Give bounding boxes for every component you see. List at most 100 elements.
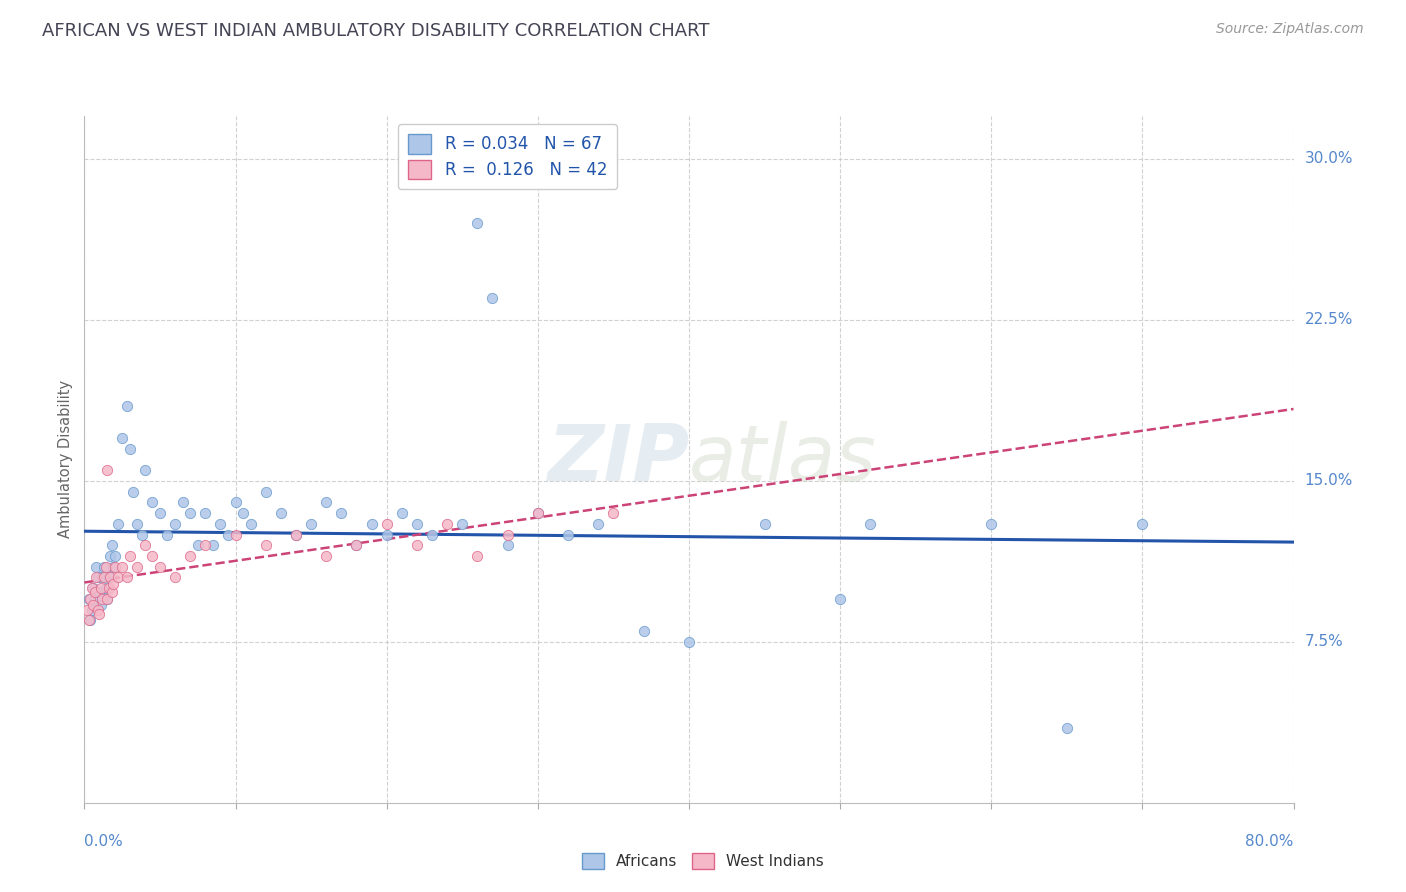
Point [451, 516, 474, 531]
Point [84, 585, 107, 599]
Point [299, 516, 322, 531]
Text: 30.0%: 30.0% [1305, 152, 1353, 167]
Point [91, 591, 114, 606]
Point [134, 463, 156, 477]
Point [87, 602, 110, 616]
Text: 15.0%: 15.0% [1305, 474, 1353, 488]
Point [149, 559, 172, 574]
Point [346, 538, 368, 552]
Point [82, 581, 104, 595]
Point [239, 516, 262, 531]
Point [830, 591, 852, 606]
Point [209, 516, 232, 531]
Point [156, 527, 179, 541]
Point [602, 506, 624, 520]
Point [284, 527, 308, 541]
Point [270, 506, 292, 520]
Point [141, 495, 163, 509]
Text: 80.0%: 80.0% [1246, 834, 1294, 849]
Point [84, 591, 107, 606]
Point [141, 549, 163, 563]
Point [82, 599, 104, 613]
Point [96, 591, 118, 606]
Text: 0.0%: 0.0% [84, 834, 124, 849]
Point [111, 559, 134, 574]
Point [467, 216, 489, 230]
Point [557, 527, 579, 541]
Point [225, 495, 247, 509]
Point [127, 516, 149, 531]
Point [79, 613, 101, 627]
Point [179, 549, 201, 563]
Point [678, 635, 700, 649]
Point [89, 607, 111, 621]
Point [131, 527, 153, 541]
Point [115, 570, 138, 584]
Point [100, 585, 122, 599]
Text: atlas: atlas [689, 421, 877, 498]
Point [96, 463, 118, 477]
Point [859, 516, 882, 531]
Point [1130, 516, 1153, 531]
Point [90, 581, 112, 595]
Point [315, 495, 337, 509]
Point [134, 538, 156, 552]
Point [467, 549, 489, 563]
Point [98, 570, 121, 584]
Point [77, 613, 100, 627]
Text: Source: ZipAtlas.com: Source: ZipAtlas.com [1216, 22, 1364, 37]
Point [89, 585, 111, 599]
Point [94, 559, 117, 574]
Point [127, 559, 149, 574]
Point [90, 599, 112, 613]
Legend: R = 0.034   N = 67, R =  0.126   N = 42: R = 0.034 N = 67, R = 0.126 N = 42 [398, 124, 617, 189]
Point [406, 538, 429, 552]
Text: AFRICAN VS WEST INDIAN AMBULATORY DISABILITY CORRELATION CHART: AFRICAN VS WEST INDIAN AMBULATORY DISABI… [42, 22, 710, 40]
Point [527, 506, 550, 520]
Point [80, 581, 103, 595]
Point [254, 538, 277, 552]
Point [201, 538, 224, 552]
Point [93, 559, 115, 574]
Point [254, 484, 277, 499]
Point [107, 570, 129, 584]
Point [527, 506, 550, 520]
Point [79, 591, 101, 606]
Point [111, 431, 134, 445]
Point [360, 516, 382, 531]
Y-axis label: Ambulatory Disability: Ambulatory Disability [58, 380, 73, 539]
Text: 7.5%: 7.5% [1305, 634, 1343, 649]
Point [496, 527, 519, 541]
Point [346, 538, 368, 552]
Point [118, 549, 141, 563]
Point [481, 292, 503, 306]
Point [172, 495, 194, 509]
Point [1056, 721, 1078, 735]
Point [754, 516, 776, 531]
Legend: Africans, West Indians: Africans, West Indians [576, 847, 830, 875]
Point [187, 538, 209, 552]
Point [115, 399, 138, 413]
Point [94, 581, 117, 595]
Point [980, 516, 1002, 531]
Point [315, 549, 337, 563]
Point [101, 577, 124, 591]
Point [496, 538, 519, 552]
Point [118, 442, 141, 456]
Point [86, 570, 108, 584]
Point [97, 581, 120, 595]
Text: 22.5%: 22.5% [1305, 312, 1353, 327]
Point [101, 559, 124, 574]
Point [330, 506, 353, 520]
Point [97, 570, 120, 584]
Point [179, 506, 201, 520]
Point [104, 549, 127, 563]
Point [406, 516, 429, 531]
Point [375, 516, 398, 531]
Point [93, 570, 115, 584]
Point [121, 484, 143, 499]
Point [633, 624, 655, 639]
Point [232, 506, 254, 520]
Point [77, 591, 100, 606]
Point [217, 527, 239, 541]
